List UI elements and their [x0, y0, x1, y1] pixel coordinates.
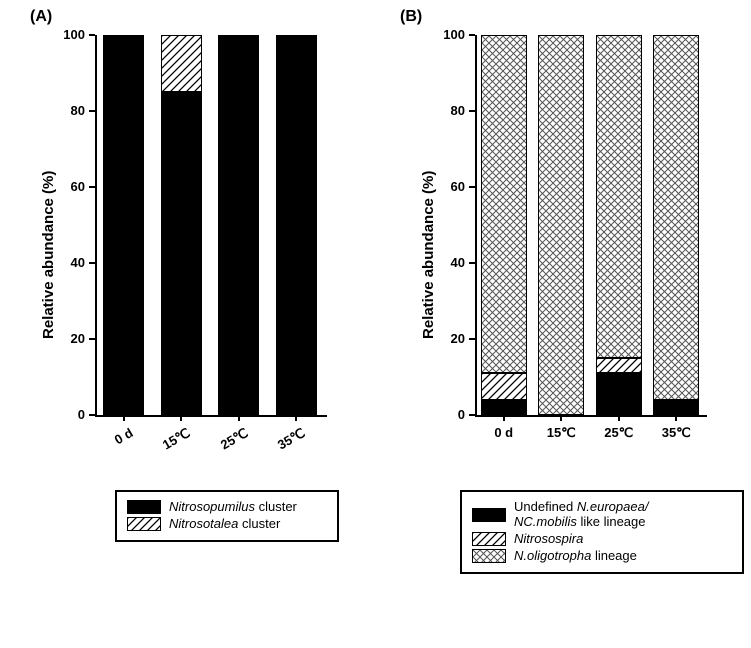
x-tick-label: 0 d	[484, 425, 524, 440]
bar-segment	[596, 358, 642, 373]
legend-label: Undefined N.europaea/NC.mobilis like lin…	[514, 500, 648, 530]
bar-segment	[538, 35, 584, 415]
x-tick	[503, 415, 505, 421]
y-tick-label: 80	[433, 103, 465, 118]
bar-segment	[481, 35, 527, 373]
legend-label: Nitrosopumilus cluster	[169, 500, 297, 515]
y-tick-label: 40	[433, 255, 465, 270]
bar-segment	[596, 373, 642, 415]
legend-item: N.oligotropha lineage	[472, 549, 732, 564]
bar-segment	[596, 35, 642, 358]
y-tick	[469, 262, 475, 264]
legend-swatch	[472, 532, 506, 546]
bar	[596, 35, 642, 415]
legend-swatch	[472, 549, 506, 563]
y-tick-label: 0	[433, 407, 465, 422]
bar-segment	[481, 400, 527, 415]
legend-swatch	[127, 500, 161, 514]
legend-a: Nitrosopumilus cluster Nitrosotalea clust…	[115, 490, 339, 542]
legend-swatch	[472, 508, 506, 522]
legend-item: Nitrosotalea cluster	[127, 517, 327, 532]
y-tick	[469, 110, 475, 112]
legend-label: N.oligotropha lineage	[514, 549, 637, 564]
y-tick	[469, 186, 475, 188]
y-tick	[469, 414, 475, 416]
x-tick-label: 15℃	[541, 425, 581, 441]
legend-swatch	[127, 517, 161, 531]
legend-item: Undefined N.europaea/NC.mobilis like lin…	[472, 500, 732, 530]
legend-label: Nitrosospira	[514, 532, 583, 547]
bar	[538, 35, 584, 415]
bar-segment	[653, 400, 699, 415]
y-tick-label: 20	[433, 331, 465, 346]
figure-page: { "panelA": { "label": "(A)", "type": "s…	[0, 0, 751, 648]
legend-b: Undefined N.europaea/NC.mobilis like lin…	[460, 490, 744, 574]
legend-item: Nitrosopumilus cluster	[127, 500, 327, 515]
x-tick-label: 35℃	[656, 425, 696, 441]
y-tick	[469, 34, 475, 36]
y-tick-label: 60	[433, 179, 465, 194]
legend-item: Nitrosospira	[472, 532, 732, 547]
bar-segment	[653, 35, 699, 400]
x-tick-label: 25℃	[599, 425, 639, 441]
x-tick	[560, 415, 562, 421]
bar	[481, 35, 527, 415]
x-tick	[618, 415, 620, 421]
y-tick-label: 100	[433, 27, 465, 42]
bar-segment	[481, 373, 527, 400]
x-tick	[675, 415, 677, 421]
y-tick	[469, 338, 475, 340]
bar	[653, 35, 699, 415]
legend-label: Nitrosotalea cluster	[169, 517, 280, 532]
